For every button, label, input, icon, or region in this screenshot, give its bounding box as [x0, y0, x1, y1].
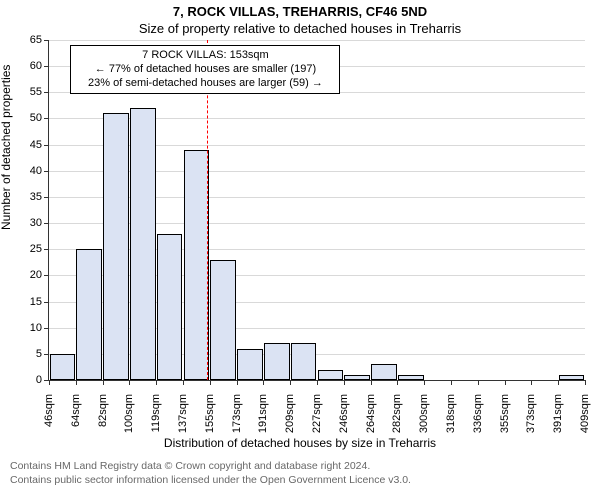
histogram-bar	[157, 234, 182, 380]
footer-line-1: Contains HM Land Registry data © Crown c…	[10, 460, 411, 474]
ytick-mark	[44, 354, 49, 355]
xtick-mark	[183, 380, 184, 385]
chart-subtitle: Size of property relative to detached ho…	[0, 21, 600, 36]
ytick-mark	[44, 66, 49, 67]
xtick-mark	[451, 380, 452, 385]
gridline	[49, 40, 585, 41]
ytick-label: 25	[30, 243, 42, 255]
ytick-mark	[44, 197, 49, 198]
x-axis-label: Distribution of detached houses by size …	[0, 436, 600, 450]
histogram-bar	[210, 260, 235, 380]
xtick-mark	[317, 380, 318, 385]
xtick-mark	[558, 380, 559, 385]
y-axis-label: Number of detached properties	[0, 65, 13, 230]
ytick-mark	[44, 40, 49, 41]
histogram-bar	[103, 113, 128, 380]
ytick-label: 20	[30, 269, 42, 281]
xtick-mark	[237, 380, 238, 385]
ytick-label: 65	[30, 34, 42, 46]
histogram-bar	[237, 349, 262, 380]
chart-title-address: 7, ROCK VILLAS, TREHARRIS, CF46 5ND	[0, 4, 600, 19]
annotation-line: 23% of semi-detached houses are larger (…	[77, 77, 333, 91]
xtick-mark	[371, 380, 372, 385]
histogram-bar	[291, 343, 316, 380]
xtick-mark	[156, 380, 157, 385]
ytick-mark	[44, 118, 49, 119]
xtick-mark	[531, 380, 532, 385]
xtick-mark	[103, 380, 104, 385]
ytick-label: 0	[36, 374, 42, 386]
xtick-mark	[585, 380, 586, 385]
histogram-bar	[50, 354, 75, 380]
ytick-label: 35	[30, 191, 42, 203]
annotation-line: ← 77% of detached houses are smaller (19…	[77, 63, 333, 77]
ytick-label: 10	[30, 322, 42, 334]
footer-line-2: Contains public sector information licen…	[10, 474, 411, 488]
histogram-bar	[559, 375, 584, 380]
histogram-bar	[318, 370, 343, 380]
histogram-bar	[344, 375, 369, 380]
xtick-mark	[397, 380, 398, 385]
footer-attribution: Contains HM Land Registry data © Crown c…	[10, 460, 411, 487]
histogram-bar	[264, 343, 289, 380]
ytick-mark	[44, 171, 49, 172]
ytick-mark	[44, 223, 49, 224]
xtick-mark	[129, 380, 130, 385]
histogram-bar	[398, 375, 423, 380]
ytick-label: 60	[30, 60, 42, 72]
ytick-mark	[44, 302, 49, 303]
histogram-bar	[130, 108, 155, 380]
ytick-label: 30	[30, 217, 42, 229]
ytick-label: 5	[36, 348, 42, 360]
xtick-mark	[210, 380, 211, 385]
histogram-bar	[76, 249, 101, 380]
xtick-mark	[49, 380, 50, 385]
xtick-mark	[344, 380, 345, 385]
chart-container: 7, ROCK VILLAS, TREHARRIS, CF46 5ND Size…	[0, 0, 600, 500]
xtick-mark	[478, 380, 479, 385]
ytick-label: 15	[30, 296, 42, 308]
histogram-bar	[371, 364, 396, 380]
ytick-mark	[44, 92, 49, 93]
xtick-mark	[290, 380, 291, 385]
ytick-mark	[44, 145, 49, 146]
xtick-mark	[505, 380, 506, 385]
annotation-box: 7 ROCK VILLAS: 153sqm← 77% of detached h…	[70, 45, 340, 94]
plot-area: 0510152025303540455055606546sqm64sqm82sq…	[48, 40, 585, 381]
annotation-line: 7 ROCK VILLAS: 153sqm	[77, 49, 333, 63]
xtick-mark	[76, 380, 77, 385]
ytick-mark	[44, 275, 49, 276]
ytick-label: 40	[30, 165, 42, 177]
ytick-mark	[44, 328, 49, 329]
ytick-mark	[44, 249, 49, 250]
histogram-bar	[184, 150, 209, 380]
xtick-mark	[263, 380, 264, 385]
ytick-label: 45	[30, 139, 42, 151]
ytick-label: 55	[30, 86, 42, 98]
xtick-mark	[424, 380, 425, 385]
ytick-label: 50	[30, 112, 42, 124]
